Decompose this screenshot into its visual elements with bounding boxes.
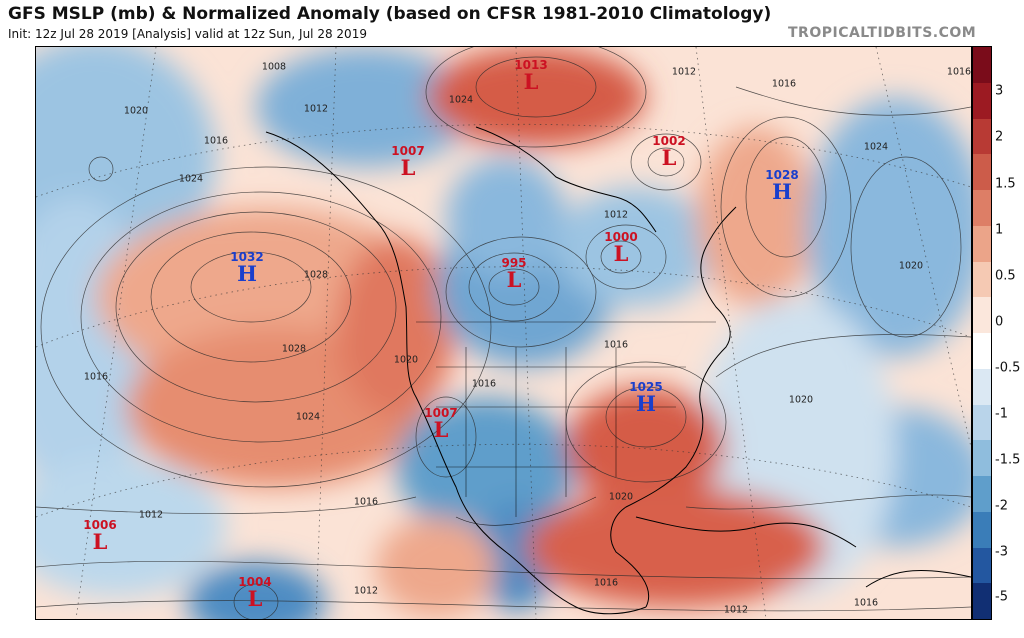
colorbar-segment xyxy=(973,154,991,190)
low-pressure-center: 995 L xyxy=(501,257,526,290)
isobar-label: 1016 xyxy=(603,339,629,351)
isobar-label: 1028 xyxy=(303,269,329,281)
high-pressure-center: 1028 H xyxy=(765,169,798,202)
system-pressure: 1002 xyxy=(652,134,686,148)
system-pressure: 1004 xyxy=(238,575,272,589)
coastlines xyxy=(265,126,971,615)
colorbar-label: 3 xyxy=(995,83,1004,99)
isobar-label: 1016 xyxy=(771,78,797,90)
colorbar-label: -2 xyxy=(995,498,1008,514)
isobar-label: 1012 xyxy=(723,604,749,616)
colorbar-segment xyxy=(973,440,991,476)
state-borders xyxy=(416,321,716,526)
system-pressure: 1006 xyxy=(83,518,117,532)
colorbar-label: -3 xyxy=(995,544,1008,560)
colorbar-segment xyxy=(973,261,991,298)
colorbar-label: 2 xyxy=(995,129,1004,145)
high-pressure-center: 1032 H xyxy=(230,251,263,284)
low-pressure-center: 1000 L xyxy=(604,231,637,264)
system-letter: L xyxy=(92,529,108,554)
system-letter: L xyxy=(400,155,416,180)
colorbar-segment xyxy=(973,190,991,226)
colorbar-label: -0.5 xyxy=(995,360,1021,376)
isobar-label: 1016 xyxy=(203,135,229,147)
isobar-label: 1012 xyxy=(303,103,329,115)
colorbar-segment xyxy=(973,368,991,405)
isobar-label: 1016 xyxy=(353,496,379,508)
low-pressure-center: 1007 L xyxy=(424,407,457,440)
system-letter: H xyxy=(636,391,656,416)
system-pressure: 1013 xyxy=(514,58,548,72)
isobar-label: 1012 xyxy=(671,66,697,78)
system-letter: H xyxy=(237,261,257,286)
colorbar-segment xyxy=(973,333,991,369)
isobar-label: 1016 xyxy=(83,371,109,383)
colorbar-label: 0.5 xyxy=(995,268,1016,284)
colorbar-segment xyxy=(973,118,991,155)
isobar-label: 1020 xyxy=(123,105,149,117)
colorbar-label: 1 xyxy=(995,222,1004,238)
system-letter: H xyxy=(772,179,792,204)
map-canvas xyxy=(36,47,971,619)
system-pressure: 1028 xyxy=(765,168,799,182)
colorbar-segment xyxy=(973,476,991,512)
mslp-anomaly-map: 1008 1012 1016 1020 1024 1028 1028 1024 … xyxy=(35,46,972,620)
isobar-label: 1012 xyxy=(353,585,379,597)
low-pressure-center: 1004 L xyxy=(238,576,271,609)
system-pressure: 1007 xyxy=(424,406,458,420)
system-pressure: 1000 xyxy=(604,230,638,244)
colorbar-segment xyxy=(973,404,991,441)
colorbar-segment xyxy=(973,297,991,333)
system-pressure: 1032 xyxy=(230,250,264,264)
isobar-label: 1024 xyxy=(448,94,474,106)
isobar-label: 1024 xyxy=(178,173,204,185)
colorbar-label: 1.5 xyxy=(995,176,1016,192)
system-pressure: 1025 xyxy=(629,380,663,394)
isobar-label: 1016 xyxy=(471,378,497,390)
isobars xyxy=(36,47,971,619)
isobar-label: 1028 xyxy=(281,343,307,355)
isobar-label: 1024 xyxy=(295,411,321,423)
isobar-label: 1024 xyxy=(863,141,889,153)
isobar-label: 1012 xyxy=(138,509,164,521)
colorbar-segment xyxy=(973,47,991,83)
init-valid-time: Init: 12z Jul 28 2019 [Analysis] valid a… xyxy=(8,27,367,41)
chart-title: GFS MSLP (mb) & Normalized Anomaly (base… xyxy=(8,4,772,24)
isobar-label: 1008 xyxy=(261,61,287,73)
anomaly-colorbar xyxy=(972,46,992,620)
system-pressure: 1007 xyxy=(391,144,425,158)
low-pressure-center: 1006 L xyxy=(83,519,116,552)
low-pressure-center: 1007 L xyxy=(391,145,424,178)
colorbar-segment xyxy=(973,547,991,584)
system-letter: L xyxy=(613,241,629,266)
system-letter: L xyxy=(506,267,522,292)
low-pressure-center: 1002 L xyxy=(652,135,685,168)
high-pressure-center: 1025 H xyxy=(629,381,662,414)
isobar-label: 1020 xyxy=(788,394,814,406)
isobar-label: 1020 xyxy=(608,491,634,503)
isobar-label: 1016 xyxy=(853,597,879,609)
source-brand: TROPICALTIDBITS.COM xyxy=(788,25,977,41)
isobar-label: 1020 xyxy=(393,354,419,366)
colorbar-label: 0 xyxy=(995,314,1004,330)
low-pressure-center: 1013 L xyxy=(514,59,547,92)
colorbar-label: -1 xyxy=(995,406,1008,422)
system-pressure: 995 xyxy=(501,256,527,270)
colorbar-label: -5 xyxy=(995,589,1008,605)
isobar-label: 1016 xyxy=(593,577,619,589)
colorbar-segment xyxy=(973,225,991,262)
system-letter: L xyxy=(661,145,677,170)
colorbar-segment xyxy=(973,511,991,548)
system-letter: L xyxy=(247,586,263,611)
isobar-label: 1016 xyxy=(946,66,972,78)
graticule xyxy=(36,47,971,619)
colorbar-segment xyxy=(973,82,991,119)
isobar-label: 1012 xyxy=(603,209,629,221)
anomaly-shading xyxy=(36,47,971,619)
system-letter: L xyxy=(433,417,449,442)
system-letter: L xyxy=(523,69,539,94)
isobar-label: 1020 xyxy=(898,260,924,272)
colorbar-segment xyxy=(973,583,991,619)
colorbar-label: -1.5 xyxy=(995,452,1021,468)
